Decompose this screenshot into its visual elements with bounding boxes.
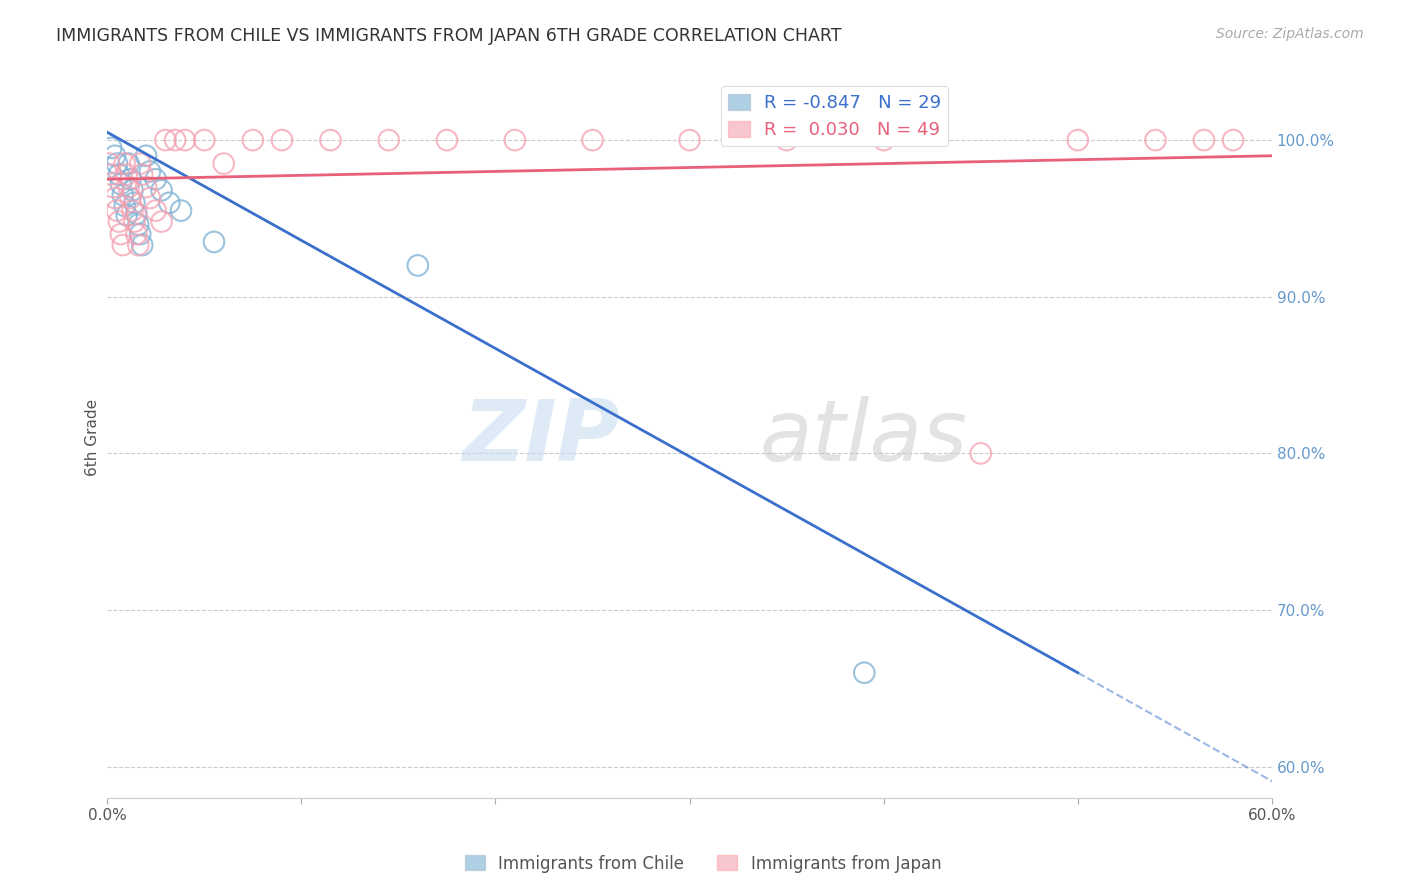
Y-axis label: 6th Grade: 6th Grade <box>86 400 100 476</box>
Point <box>131 168 153 182</box>
Point <box>131 238 153 252</box>
Point <box>125 207 148 221</box>
Point <box>135 180 157 194</box>
Legend: R = -0.847   N = 29, R =  0.030   N = 49: R = -0.847 N = 29, R = 0.030 N = 49 <box>721 87 949 146</box>
Point <box>129 227 152 241</box>
Point <box>165 133 187 147</box>
Point <box>127 238 149 252</box>
Point <box>135 149 157 163</box>
Point <box>170 203 193 218</box>
Point <box>115 208 138 222</box>
Point <box>377 133 399 147</box>
Point <box>105 156 128 170</box>
Point <box>1222 133 1244 147</box>
Text: atlas: atlas <box>759 396 967 479</box>
Point <box>145 203 167 218</box>
Point <box>127 218 149 232</box>
Point <box>120 191 142 205</box>
Point <box>1192 133 1215 147</box>
Legend: Immigrants from Chile, Immigrants from Japan: Immigrants from Chile, Immigrants from J… <box>458 848 948 880</box>
Point <box>125 227 148 241</box>
Point <box>100 141 122 155</box>
Point <box>104 149 127 163</box>
Text: Source: ZipAtlas.com: Source: ZipAtlas.com <box>1216 27 1364 41</box>
Point <box>406 259 429 273</box>
Point <box>124 214 146 228</box>
Point <box>105 203 128 218</box>
Point <box>115 168 138 182</box>
Point <box>242 133 264 147</box>
Point <box>150 183 173 197</box>
Point <box>121 183 143 197</box>
Point <box>120 172 142 186</box>
Point <box>503 133 526 147</box>
Text: ZIP: ZIP <box>463 396 620 479</box>
Point <box>117 156 139 170</box>
Point <box>108 214 131 228</box>
Point <box>1144 133 1167 147</box>
Point <box>108 168 131 182</box>
Point <box>111 188 134 202</box>
Point <box>110 227 132 241</box>
Point <box>581 133 603 147</box>
Point <box>104 191 127 205</box>
Point <box>853 665 876 680</box>
Point <box>100 168 122 182</box>
Point <box>114 199 136 213</box>
Point <box>193 133 215 147</box>
Point <box>150 214 173 228</box>
Point <box>173 133 195 147</box>
Point <box>139 191 162 205</box>
Point <box>970 446 993 460</box>
Point <box>124 195 146 210</box>
Point <box>678 133 700 147</box>
Point <box>157 195 180 210</box>
Point <box>202 235 225 249</box>
Point <box>129 156 152 170</box>
Point <box>1067 133 1090 147</box>
Point <box>139 164 162 178</box>
Point <box>101 180 124 194</box>
Point <box>110 177 132 191</box>
Point <box>121 203 143 218</box>
Point <box>212 156 235 170</box>
Point <box>145 172 167 186</box>
Point <box>775 133 797 147</box>
Point <box>114 156 136 170</box>
Point <box>873 133 896 147</box>
Point <box>155 133 177 147</box>
Point <box>111 238 134 252</box>
Point <box>117 180 139 194</box>
Point <box>98 156 121 170</box>
Point <box>319 133 342 147</box>
Text: IMMIGRANTS FROM CHILE VS IMMIGRANTS FROM JAPAN 6TH GRADE CORRELATION CHART: IMMIGRANTS FROM CHILE VS IMMIGRANTS FROM… <box>56 27 842 45</box>
Point <box>436 133 458 147</box>
Point <box>271 133 294 147</box>
